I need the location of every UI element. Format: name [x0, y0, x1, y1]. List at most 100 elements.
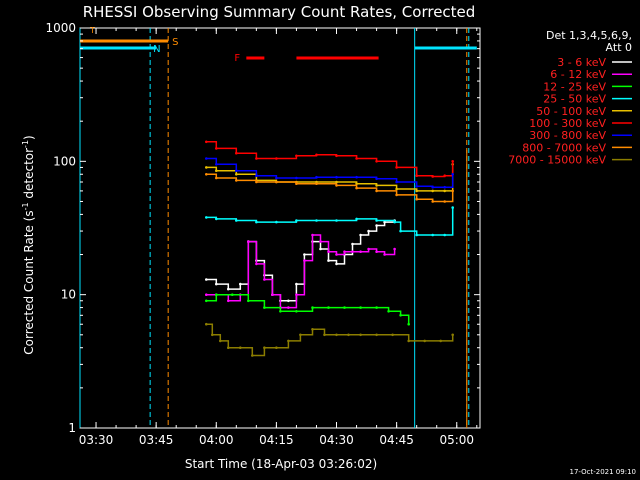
y-tick-label: 10	[61, 288, 76, 302]
series-point	[255, 180, 258, 184]
series-point	[451, 189, 455, 193]
legend-entry-label: 25 - 50 keV	[543, 93, 606, 106]
x-tick-label: 05:00	[439, 433, 474, 447]
series-point	[395, 166, 398, 169]
legend-header-line: Att 0	[606, 41, 632, 54]
y-tick-label: 1	[68, 421, 76, 435]
series-point	[355, 186, 358, 190]
series-point	[215, 169, 218, 172]
y-tick-label: 1000	[45, 21, 76, 35]
series-point	[335, 253, 338, 256]
legend-entry-label: 300 - 800 keV	[529, 129, 606, 142]
x-tick-label: 03:30	[79, 433, 114, 447]
y-axis-label: Corrected Count Rate (s-1 detector-1)	[21, 135, 36, 354]
series-3	[205, 293, 411, 326]
series-layer	[205, 140, 455, 357]
series-point	[295, 219, 298, 222]
series-point	[205, 278, 208, 281]
y-axis-label-superscript: -1	[21, 140, 30, 148]
attenuator-label: T	[89, 26, 95, 35]
series-point	[311, 306, 314, 309]
series-point	[375, 177, 378, 181]
legend-entry: 100 - 300 keV	[529, 117, 632, 130]
series-point	[323, 333, 326, 337]
series-point	[443, 185, 447, 189]
series-point	[431, 175, 435, 178]
series-point	[359, 333, 362, 337]
legend-entry: 800 - 7000 keV	[522, 141, 632, 154]
series-point	[327, 259, 330, 262]
series-point	[335, 262, 338, 266]
x-tick-label: 03:45	[139, 433, 174, 447]
series-point	[279, 310, 282, 313]
series-point	[215, 163, 218, 166]
series-7	[205, 157, 455, 189]
series-point	[375, 250, 378, 253]
series-point	[263, 346, 266, 350]
legend-entry-label: 7000 - 15000 keV	[508, 154, 606, 167]
chart-title: RHESSI Observing Summary Count Rates, Co…	[83, 3, 476, 21]
x-axis-label: Start Time (18-Apr-03 03:26:02)	[185, 457, 377, 471]
series-point	[239, 346, 242, 350]
series-4	[205, 206, 455, 237]
series-point	[255, 220, 258, 224]
series-point	[347, 333, 350, 337]
series-point	[215, 282, 218, 286]
series-point	[295, 282, 298, 286]
series-point	[431, 233, 435, 237]
series-point	[235, 179, 238, 182]
series-point	[247, 240, 250, 243]
series-point	[271, 293, 274, 297]
series-point	[393, 247, 396, 251]
series-6	[205, 140, 455, 178]
series-point	[311, 233, 314, 237]
series-point	[375, 184, 378, 187]
series-point	[295, 310, 298, 313]
y-axis-label-part: detector	[22, 148, 36, 203]
series-point	[393, 220, 396, 224]
legend-entry-label: 6 - 12 keV	[550, 68, 606, 81]
series-point	[367, 229, 370, 233]
legend-entry: 12 - 25 keV	[543, 80, 632, 93]
series-point	[443, 189, 447, 193]
series-point	[335, 184, 338, 187]
series-point	[205, 157, 208, 160]
x-tick-label: 04:00	[199, 433, 234, 447]
y-axis-label-part: Corrected Count Rate (s	[22, 210, 36, 354]
series-point	[355, 175, 358, 179]
series-point	[205, 299, 208, 303]
series-point	[375, 333, 378, 337]
legend-entry: 7000 - 15000 keV	[508, 154, 632, 167]
series-point	[355, 217, 358, 221]
series-point	[215, 217, 218, 221]
legend-entry: 3 - 6 keV	[557, 56, 632, 69]
legend-header-line: Det 1,3,4,5,6,9,	[546, 29, 632, 42]
series-point	[227, 346, 230, 350]
x-tick-label: 04:45	[379, 433, 414, 447]
series-point	[205, 322, 208, 326]
series-point	[315, 175, 318, 179]
series-point	[335, 154, 338, 158]
series-point	[295, 293, 298, 297]
series-point	[359, 306, 362, 309]
x-tick-label: 04:15	[259, 433, 294, 447]
series-point	[415, 233, 419, 237]
series-point	[295, 182, 298, 185]
series-point	[415, 197, 419, 201]
legend-entry: 25 - 50 keV	[543, 93, 632, 106]
series-point	[263, 306, 266, 309]
series-point	[319, 240, 322, 243]
series-point	[205, 173, 208, 176]
series-point	[235, 169, 238, 172]
saa-label: S	[172, 37, 178, 48]
series-point	[205, 293, 208, 297]
series-point	[205, 166, 208, 169]
series-point	[355, 157, 358, 160]
series-point	[315, 219, 318, 222]
series-point	[255, 157, 258, 160]
series-point	[275, 346, 278, 350]
series-point	[263, 278, 266, 281]
